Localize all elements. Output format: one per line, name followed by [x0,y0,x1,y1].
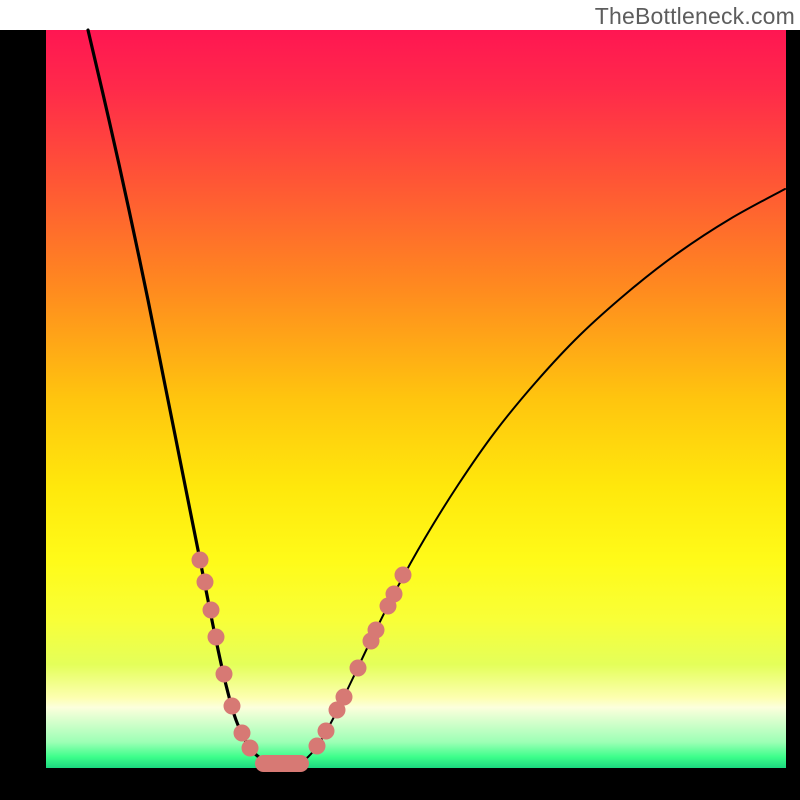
plot-background [46,30,786,768]
frame-bottom [0,768,800,800]
watermark-text: TheBottleneck.com [595,3,795,30]
chart-stage: TheBottleneck.com [0,0,800,800]
frame-left [0,30,46,800]
frame-right [786,30,800,800]
